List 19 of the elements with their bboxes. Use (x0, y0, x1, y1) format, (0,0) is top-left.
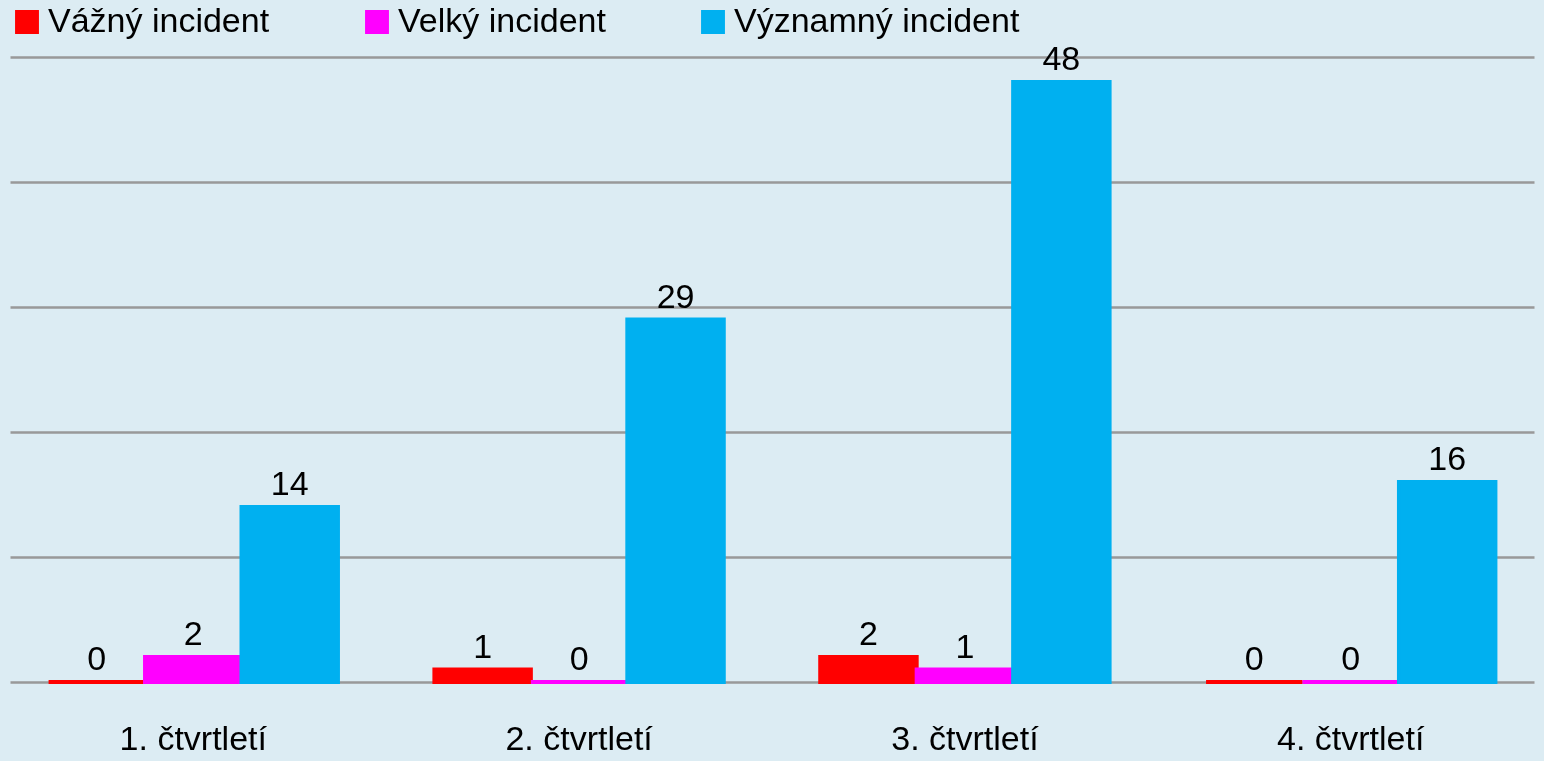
x-tick-label: 2. čtvrtletí (505, 718, 654, 757)
data-label: 1 (955, 626, 975, 665)
x-tick-label: 3. čtvrtletí (891, 718, 1040, 757)
legend-label: Vážný incident (48, 1, 270, 39)
data-label: 2 (858, 614, 878, 652)
x-tick-label: 4. čtvrtletí (1277, 718, 1425, 757)
legend-label: Významný incident (734, 1, 1020, 39)
x-tick-label: 1. čtvrtletí (119, 718, 268, 757)
data-label: 0 (87, 639, 107, 677)
data-label: 48 (1042, 39, 1081, 77)
data-label: 0 (1244, 639, 1264, 677)
data-label: 0 (569, 639, 589, 677)
legend-label: Velký incident (398, 1, 607, 39)
data-label: 16 (1428, 439, 1467, 477)
data-label: 2 (183, 614, 203, 652)
data-label: 29 (656, 276, 695, 315)
data-label: 14 (270, 464, 309, 502)
data-label: 1 (473, 626, 493, 665)
data-label: 0 (1341, 639, 1361, 677)
